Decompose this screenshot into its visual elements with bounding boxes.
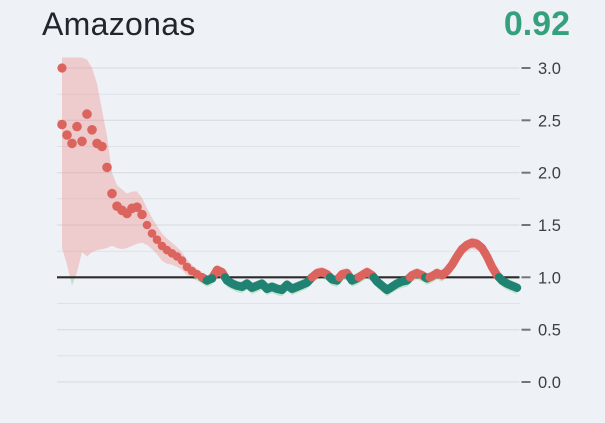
rt-dot [57,119,67,130]
rt-dot [152,235,162,244]
rt-line-below-1 [369,273,415,295]
rt-dot [87,125,97,135]
y-tick-label: 1.0 [538,269,561,287]
y-tick-label: 1.5 [538,217,561,235]
rt-dot [62,130,72,140]
rt-line-below-1 [494,273,522,292]
y-tick-label: 0.0 [538,374,561,392]
rt-dot [67,138,77,149]
rt-dot [212,265,222,275]
chart-header: Amazonas 0.92 [42,5,570,44]
y-tick-label: 2.5 [538,112,561,130]
rt-dot [107,188,117,199]
current-rt-value: 0.92 [503,5,570,43]
rt-dot [132,202,142,212]
rt-dot [97,141,107,152]
y-axis: 0.0 0.5 1.0 1.5 2.0 2.5 3.0 [521,60,561,392]
rt-dot [177,256,187,265]
rt-dot [72,121,82,132]
y-tick-label: 3.0 [538,60,561,78]
confidence-band-above-1 [62,57,506,278]
rt-line-above-1 [425,238,504,282]
region-title: Amazonas [42,6,196,42]
outlier-dot [57,63,67,73]
rt-dot [137,209,147,220]
confidence-band-below-1 [69,277,517,297]
rt-dot [207,274,217,283]
rt-dot [77,136,87,147]
rt-dot [102,162,112,173]
y-tick-label: 2.0 [538,165,561,183]
y-tick-label: 0.5 [538,322,561,340]
rt-dots [57,109,222,285]
rt-dot [82,109,92,119]
rt-dot [147,229,157,238]
rt-dot [142,220,152,230]
rt-line-below-1 [220,273,317,295]
